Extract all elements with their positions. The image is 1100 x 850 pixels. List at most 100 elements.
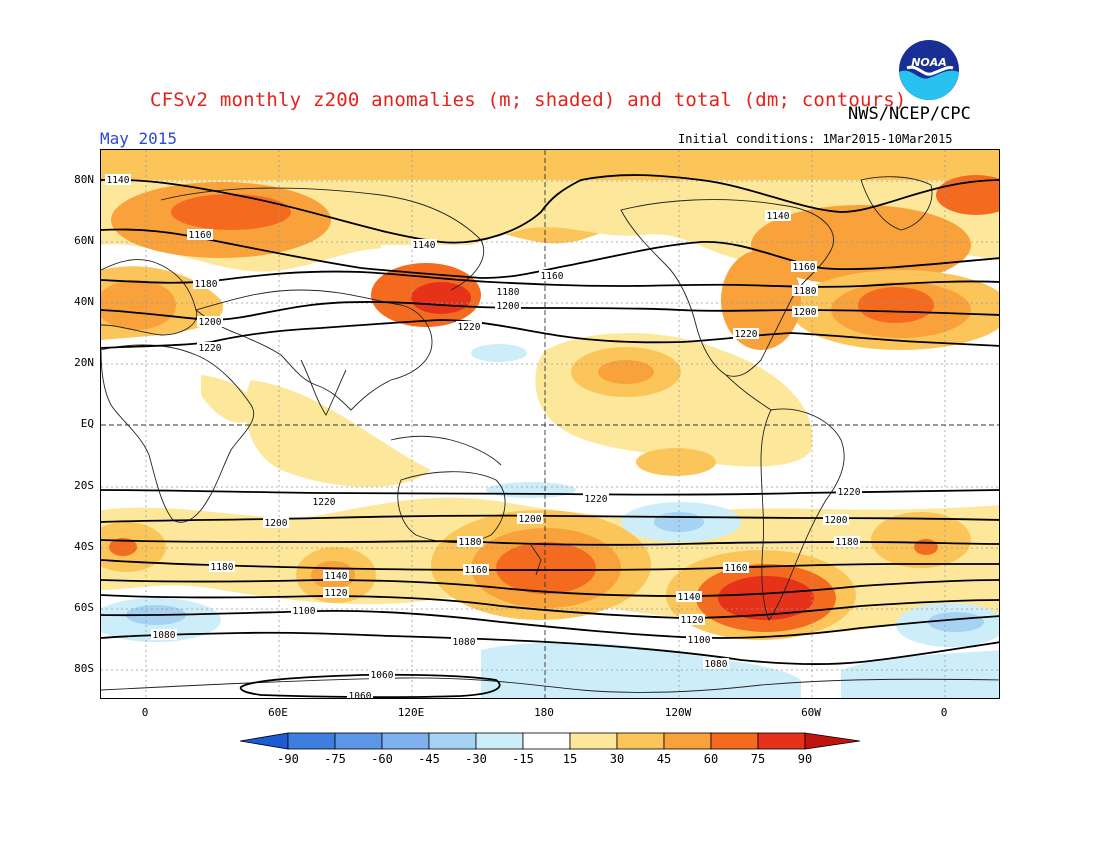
valid-month: May 2015 [100, 129, 178, 148]
colorbar-swatch [475, 732, 524, 750]
svg-text:1140: 1140 [767, 211, 790, 222]
colorbar-swatch [381, 732, 430, 750]
colorbar-swatch [663, 732, 712, 750]
contour-label: 1120 [679, 614, 705, 626]
svg-text:1140: 1140 [107, 175, 130, 186]
shade-a75-atlantic [858, 287, 934, 323]
contour-1180-sh [101, 539, 999, 546]
contour-label: 1180 [495, 286, 521, 298]
contour-label: 1220 [583, 493, 609, 505]
contour-1200-sh [101, 514, 999, 523]
contour-label: 1180 [457, 536, 483, 548]
coast-south-america [760, 408, 845, 621]
contour-1140-sh [101, 579, 999, 597]
colorbar-label: -15 [512, 752, 534, 766]
svg-text:1060: 1060 [349, 691, 372, 699]
shade-a45-north-america [721, 250, 801, 350]
lon-label: 60W [801, 706, 821, 719]
shade-a75-new-zealand [496, 542, 596, 594]
colorbar-swatch [616, 732, 665, 750]
shade-b15-antarctic-east [841, 650, 999, 698]
contour-1120-sh [101, 594, 999, 619]
shade-white-pacific [541, 245, 741, 315]
shade-a30-tropical-pacific [535, 333, 813, 467]
coast-indonesia [390, 435, 502, 466]
contour-label: 1080 [451, 636, 477, 648]
contour-label: 1080 [151, 629, 177, 641]
map-panel: 1140 1160 1140 1140 1160 1160 1180 1180 … [100, 149, 1000, 699]
svg-text:1060: 1060 [371, 670, 394, 681]
colorbar-label: -75 [324, 752, 346, 766]
contour-1080-sh [101, 631, 999, 666]
coastlines [101, 176, 999, 693]
lon-label: 120W [664, 706, 692, 719]
colorbar-swatch [569, 732, 618, 750]
svg-text:1220: 1220 [585, 494, 608, 505]
shade-b30-southern-ocean-east [928, 612, 984, 632]
lat-label: 40N [74, 295, 94, 308]
contour-label: 1140 [105, 174, 131, 186]
lat-label: EQ [80, 417, 94, 430]
contour-1180-nh [101, 270, 999, 288]
svg-text:1160: 1160 [541, 271, 564, 282]
shade-a75-siberia [171, 194, 291, 230]
shade-a75-asia [411, 282, 471, 314]
contour-label: 1220 [456, 321, 482, 333]
svg-text:1220: 1220 [838, 487, 861, 498]
contour-label: 1200 [263, 517, 289, 529]
contour-label: 1200 [792, 306, 818, 318]
svg-text:1160: 1160 [725, 563, 748, 574]
contour-label: 1220 [836, 486, 862, 498]
anomaly-map: 1140 1160 1140 1140 1160 1160 1180 1180 … [101, 150, 999, 699]
agency-label: NWS/NCEP/CPC [848, 104, 971, 124]
contour-label: 1140 [323, 570, 349, 582]
lat-label: 80S [74, 662, 94, 675]
colorbar-label: 75 [750, 752, 766, 766]
contour-label: 1220 [197, 342, 223, 354]
shade-a60-south-atlantic [914, 539, 938, 555]
colorbar-label: -45 [418, 752, 440, 766]
lat-label: 20N [74, 356, 94, 369]
lon-label: 0 [940, 706, 948, 719]
colorbar-swatch [804, 732, 860, 750]
contour-label: 1180 [193, 278, 219, 290]
colorbar-swatch [240, 732, 289, 750]
colorbar-swatch [757, 732, 806, 750]
colorbar-label: 60 [703, 752, 719, 766]
contour-label: 1220 [311, 496, 337, 508]
contour-1100-sh [101, 609, 999, 639]
svg-text:1080: 1080 [453, 637, 476, 648]
svg-text:1100: 1100 [293, 606, 316, 617]
contour-label: 1160 [187, 229, 213, 241]
contour-label: 1160 [791, 261, 817, 273]
lat-label: 60S [74, 601, 94, 614]
svg-text:1200: 1200 [265, 518, 288, 529]
lon-label: 60E [268, 706, 288, 719]
coast-greenland [860, 176, 933, 231]
shade-b15-pacific-n [471, 344, 527, 362]
contour-label: 1100 [291, 605, 317, 617]
contour-label: 1200 [197, 316, 223, 328]
contour-label: 1180 [834, 536, 860, 548]
shade-a45-equator-pacific [636, 448, 716, 476]
noaa-logo-text: NOAA [911, 56, 947, 69]
colorbar-label: 45 [656, 752, 672, 766]
svg-text:1180: 1180 [836, 537, 859, 548]
svg-text:1220: 1220 [735, 329, 758, 340]
contour-label: 1100 [686, 634, 712, 646]
reference-lines [101, 150, 999, 698]
svg-text:1200: 1200 [519, 514, 542, 525]
coast-north-asia [160, 187, 485, 291]
lat-label: 60N [74, 234, 94, 247]
svg-text:1180: 1180 [195, 279, 218, 290]
noaa-logo-icon: NOAA [899, 40, 959, 100]
shade-a30-africa-ne [201, 375, 254, 423]
chart-title: CFSv2 monthly z200 anomalies (m; shaded)… [150, 89, 907, 111]
shade-b15-antarctic [481, 642, 801, 698]
svg-text:1200: 1200 [825, 515, 848, 526]
svg-text:1100: 1100 [688, 635, 711, 646]
svg-text:1200: 1200 [497, 301, 520, 312]
contour-label: 1060 [369, 669, 395, 681]
anomaly-shading [101, 150, 999, 698]
svg-text:1120: 1120 [681, 615, 704, 626]
